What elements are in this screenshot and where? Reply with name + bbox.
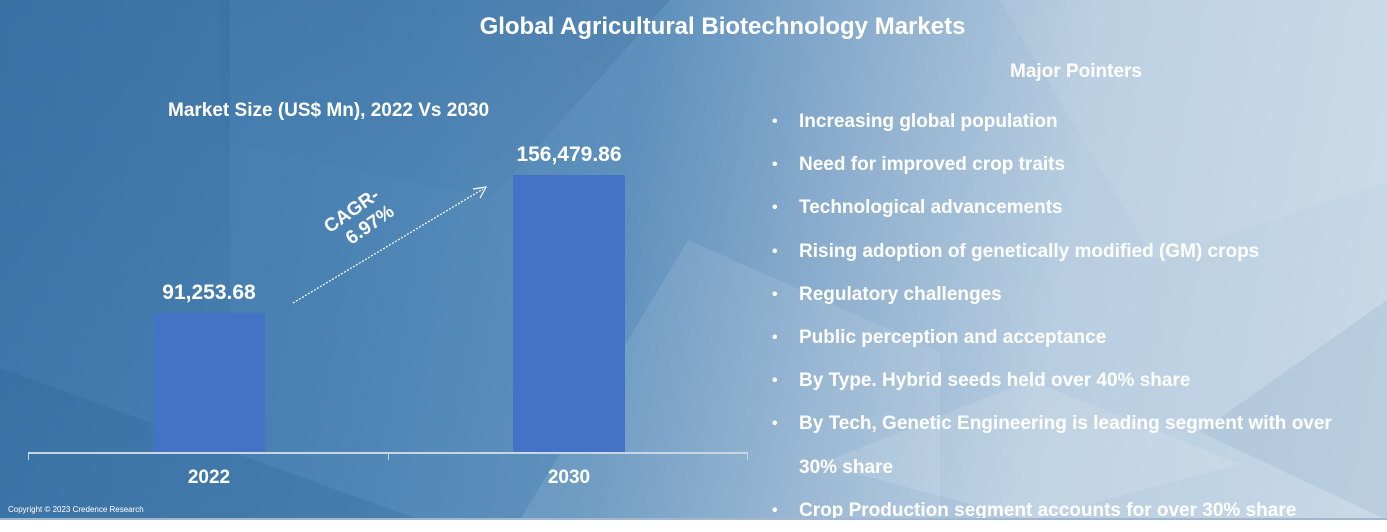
pointer-item: • Increasing global population bbox=[772, 100, 1372, 143]
copyright-text: Copyright © 2023 Credence Research bbox=[8, 505, 144, 514]
pointer-item: • By Tech, Genetic Engineering is leading… bbox=[772, 402, 1339, 488]
bullet-icon: • bbox=[772, 242, 778, 260]
bar-2030 bbox=[513, 175, 625, 452]
pointer-item: • Need for improved crop traits bbox=[772, 143, 1372, 186]
pointer-item: • By Type. Hybrid seeds held over 40% sha… bbox=[772, 359, 1372, 402]
pointer-item: • Rising adoption of genetically modified… bbox=[772, 230, 1372, 273]
bullet-icon: • bbox=[772, 285, 778, 303]
page-title: Global Agricultural Biotechnology Market… bbox=[479, 13, 966, 40]
bar-2022 bbox=[153, 313, 265, 452]
bullet-icon: • bbox=[772, 501, 778, 519]
bullet-icon: • bbox=[772, 329, 778, 347]
x-label-2022: 2022 bbox=[187, 467, 231, 488]
x-axis-tick bbox=[388, 452, 389, 460]
pointer-item: • Crop Production segment accounts for ov… bbox=[772, 489, 1372, 520]
bullet-icon: • bbox=[772, 113, 778, 130]
x-axis-tick bbox=[747, 452, 748, 460]
x-label-2030: 2030 bbox=[547, 467, 591, 488]
pointers-list: • Increasing global population • Need for … bbox=[772, 100, 1372, 520]
bar-value-2030: 156,479.86 bbox=[516, 143, 622, 166]
chart-title: Market Size (US$ Mn), 2022 Vs 2030 bbox=[168, 100, 490, 121]
pointers-title: Major Pointers bbox=[1010, 61, 1142, 82]
bar-value-2022: 91,253.68 bbox=[162, 281, 256, 304]
bullet-icon: • bbox=[772, 156, 778, 174]
pointer-item: • Regulatory challenges bbox=[772, 273, 1372, 316]
pointer-item: • Technological advancements bbox=[772, 186, 1372, 229]
bullet-icon: • bbox=[772, 415, 778, 433]
bullet-icon: • bbox=[772, 199, 778, 217]
bottom-border bbox=[0, 518, 1387, 520]
cagr-arrow-icon bbox=[292, 186, 488, 304]
infographic-background: Global Agricultural Biotechnology Market… bbox=[0, 0, 1387, 520]
pointer-item: • Public perception and acceptance bbox=[772, 316, 1372, 359]
x-axis-tick bbox=[28, 452, 29, 460]
bullet-icon: • bbox=[772, 372, 778, 390]
